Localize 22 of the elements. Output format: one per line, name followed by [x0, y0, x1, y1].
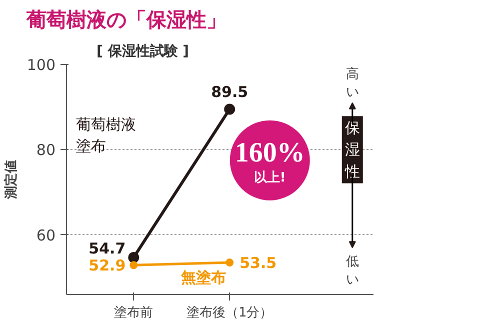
- series-label: 無塗布: [180, 268, 226, 286]
- chart-title: 葡萄樹液の「保湿性」: [26, 8, 226, 32]
- x-tick-label: 塗布前: [114, 306, 154, 320]
- text: 低い: [346, 254, 359, 288]
- chart-subtitle: [ 保湿性試験 ]: [96, 42, 190, 60]
- point: [130, 261, 138, 270]
- x-tick-label: 塗布後（1分）: [186, 306, 273, 320]
- point: [224, 104, 236, 115]
- y-tick-label: 100: [26, 56, 56, 74]
- text: 高い: [346, 66, 359, 100]
- point: [128, 252, 140, 263]
- text: 保湿性: [344, 119, 360, 180]
- text: 葡萄樹液塗布: [76, 116, 136, 156]
- y-axis-title: 測定値: [2, 160, 19, 200]
- y-tick-label: 80: [36, 141, 56, 160]
- point: [226, 258, 234, 267]
- data-label: 54.7: [88, 239, 126, 258]
- data-label: 89.5: [211, 83, 248, 102]
- data-label: 52.9: [88, 256, 126, 275]
- data-label: 53.5: [240, 254, 277, 272]
- y-tick-label: 60: [36, 226, 56, 244]
- annotation: 160%以上!: [234, 137, 305, 186]
